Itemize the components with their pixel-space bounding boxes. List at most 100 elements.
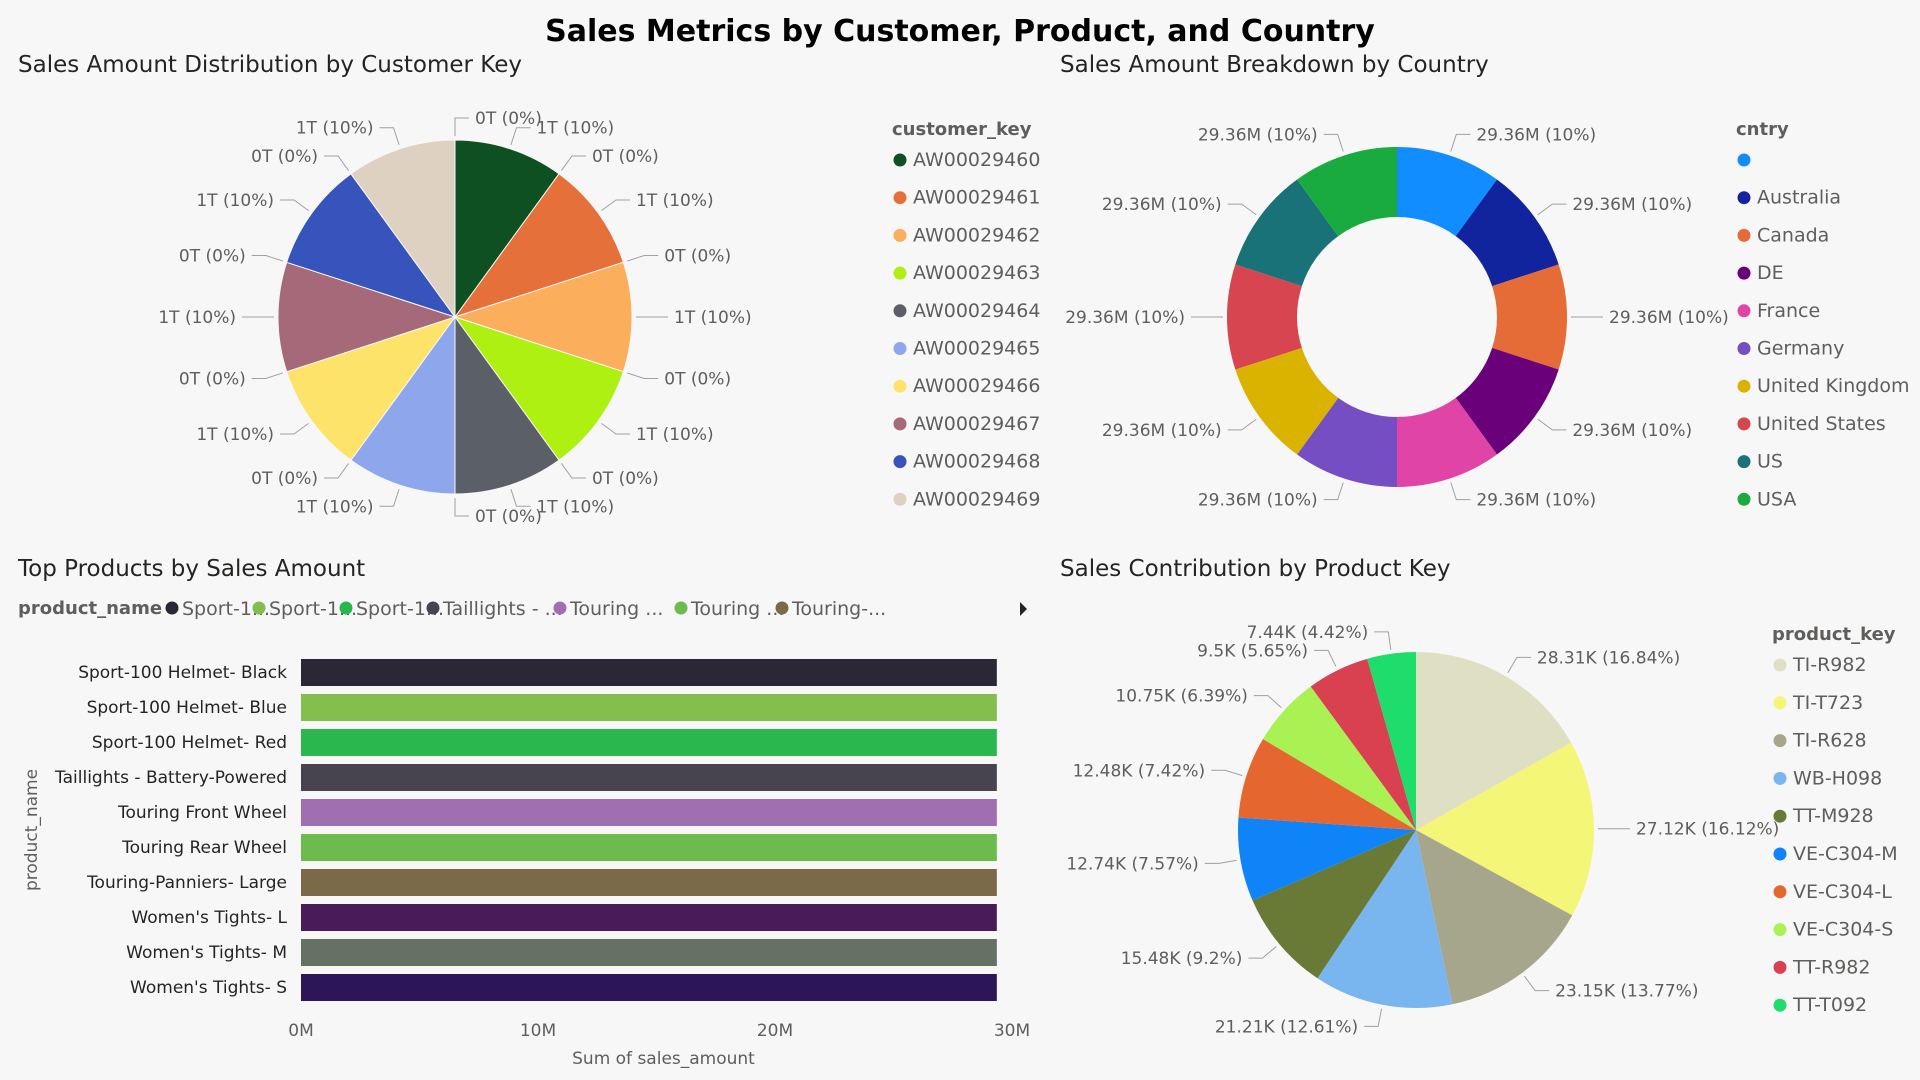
customer-legend-item: AW00029465 (913, 338, 1040, 360)
products-bar-chart[interactable]: product_name Sport-1...Sport-1...Sport-1.… (0, 590, 1040, 1080)
product-bar (301, 834, 997, 861)
product-legend-item: VE-C304-M (1793, 843, 1898, 865)
country-legend-marker (1737, 492, 1751, 506)
country-slice-label: 29.36M (10%) (1572, 421, 1692, 441)
product-slice-label-leader (1524, 975, 1550, 992)
country-legend-item: Germany (1757, 338, 1844, 360)
country-slice (1397, 147, 1497, 237)
product-slice-label: 12.48K (7.42%) (1073, 761, 1206, 781)
customer-legend-marker (893, 492, 907, 506)
country-slice-label-leader (1450, 133, 1471, 152)
product-slice (1416, 830, 1573, 1005)
country-legend-marker (1737, 304, 1751, 318)
product-slice (1238, 817, 1416, 901)
customer-legend-item: AW00029462 (913, 224, 1040, 246)
customer-zero-label-leader (324, 155, 350, 171)
dashboard-title: Sales Metrics by Customer, Product, and … (545, 14, 1375, 49)
customer-slice (286, 316, 457, 461)
customer-slice (453, 261, 633, 373)
product-legend-marker (1773, 734, 1787, 748)
country-slice-label-leader (1323, 133, 1344, 152)
product-bar (301, 764, 997, 791)
product-slice-label: 7.44K (4.42%) (1247, 623, 1369, 643)
customer-slice-label-leader (379, 127, 400, 146)
bar-legend-marker (553, 601, 567, 615)
customer-slice-label: 1T (10%) (196, 191, 274, 211)
country-legend-marker (1737, 455, 1751, 469)
product-slice-label: 9.5K (5.65%) (1197, 641, 1308, 661)
country-legend-marker (1737, 228, 1751, 242)
product-bar (301, 799, 997, 826)
product-category-label: Women's Tights- L (131, 908, 287, 928)
product-category-label: Touring Front Wheel (117, 803, 287, 823)
product-legend-item: TT-T092 (1792, 994, 1867, 1016)
customer-slice-label: 1T (10%) (536, 119, 614, 139)
customer-slice-label-leader (601, 422, 630, 435)
customer-zero-label-leader (454, 117, 469, 136)
customer-legend-marker (893, 228, 907, 242)
bar-legend-item: Touring ... (690, 598, 784, 620)
product-slice-label: 23.15K (13.77%) (1555, 982, 1698, 1002)
product-legend-item: VE-C304-L (1793, 881, 1892, 903)
customer-slice (454, 139, 560, 319)
customer-slice (350, 315, 456, 495)
customer-slice (286, 173, 457, 318)
country-legend-item: United States (1757, 413, 1886, 435)
product-pie-chart[interactable]: 28.31K (16.84%) 27.12K (16.12%) 23.15K (13… (1040, 590, 1920, 1080)
country-donut-chart[interactable]: 29.36M (10%) 29.36M (10%) 29.36M (10%) 29.3… (1040, 90, 1920, 540)
customer-zero-label-leader (626, 255, 659, 262)
country-legend-marker (1737, 342, 1751, 355)
customer-legend-marker (893, 342, 907, 355)
product-slice-label: 27.12K (16.12%) (1636, 820, 1779, 840)
product-pie-title: Sales Contribution by Product Key (1060, 556, 1451, 582)
country-slice (1297, 147, 1397, 237)
x-tick-label: 0M (288, 1021, 313, 1041)
country-slice-label: 29.36M (10%) (1102, 195, 1222, 215)
product-bar (301, 869, 997, 896)
x-tick-label: 20M (757, 1021, 793, 1041)
product-legend-marker (1773, 809, 1787, 823)
customer-zero-label-leader (626, 372, 659, 379)
country-slice (1455, 347, 1559, 455)
customer-zero-label: 0T (0%) (664, 369, 731, 389)
country-slice-label: 29.36M (10%) (1065, 308, 1185, 328)
customer-zero-label: 0T (0%) (251, 469, 318, 489)
bar-legend-item: Touring ... (569, 598, 663, 620)
customer-slice (453, 173, 624, 318)
country-legend-item: Australia (1757, 187, 1841, 209)
country-legend-item: US (1757, 451, 1783, 473)
product-legend-item: TT-M928 (1792, 805, 1874, 827)
products-bar-title: Top Products by Sales Amount (18, 556, 366, 582)
customer-zero-label-leader (324, 463, 350, 479)
y-axis-label: product_name (22, 769, 42, 891)
product-legend-marker (1773, 771, 1787, 785)
customer-slice-label: 1T (10%) (196, 425, 274, 445)
product-bar (301, 694, 997, 721)
product-slice-label: 12.74K (7.57%) (1066, 854, 1199, 874)
country-slice-label-leader (1323, 482, 1344, 501)
customer-zero-label: 0T (0%) (592, 147, 659, 167)
product-slice (1416, 652, 1572, 830)
customer-slice-label-leader (601, 199, 630, 212)
customer-legend-marker (893, 379, 907, 393)
legend-scroll-right-icon (1020, 602, 1027, 616)
bar-legend-title: product_name (18, 598, 162, 619)
bar-legend-item: Touring-... (791, 598, 886, 620)
customer-legend-marker (893, 266, 907, 280)
product-slice (1310, 658, 1416, 830)
country-slice-label: 29.36M (10%) (1476, 491, 1596, 511)
customer-slice-label-leader (379, 488, 400, 507)
country-legend-item: France (1757, 300, 1820, 322)
customer-legend-marker (893, 417, 907, 431)
customer-slice-label: 1T (10%) (158, 308, 236, 328)
country-legend-marker (1737, 191, 1751, 205)
customer-pie-chart[interactable]: 1T (10%) 0T (0%) 1T (10%) 0T (0%) 1T (10%) 0T… (0, 90, 1040, 540)
product-category-label: Sport-100 Helmet- Black (78, 663, 287, 683)
product-legend-marker (1773, 998, 1787, 1012)
customer-legend-marker (893, 153, 907, 167)
product-slice (1317, 830, 1453, 1008)
customer-zero-label: 0T (0%) (251, 147, 318, 167)
product-slice (1238, 739, 1416, 830)
product-slice (1367, 652, 1416, 830)
product-bar (301, 904, 997, 931)
